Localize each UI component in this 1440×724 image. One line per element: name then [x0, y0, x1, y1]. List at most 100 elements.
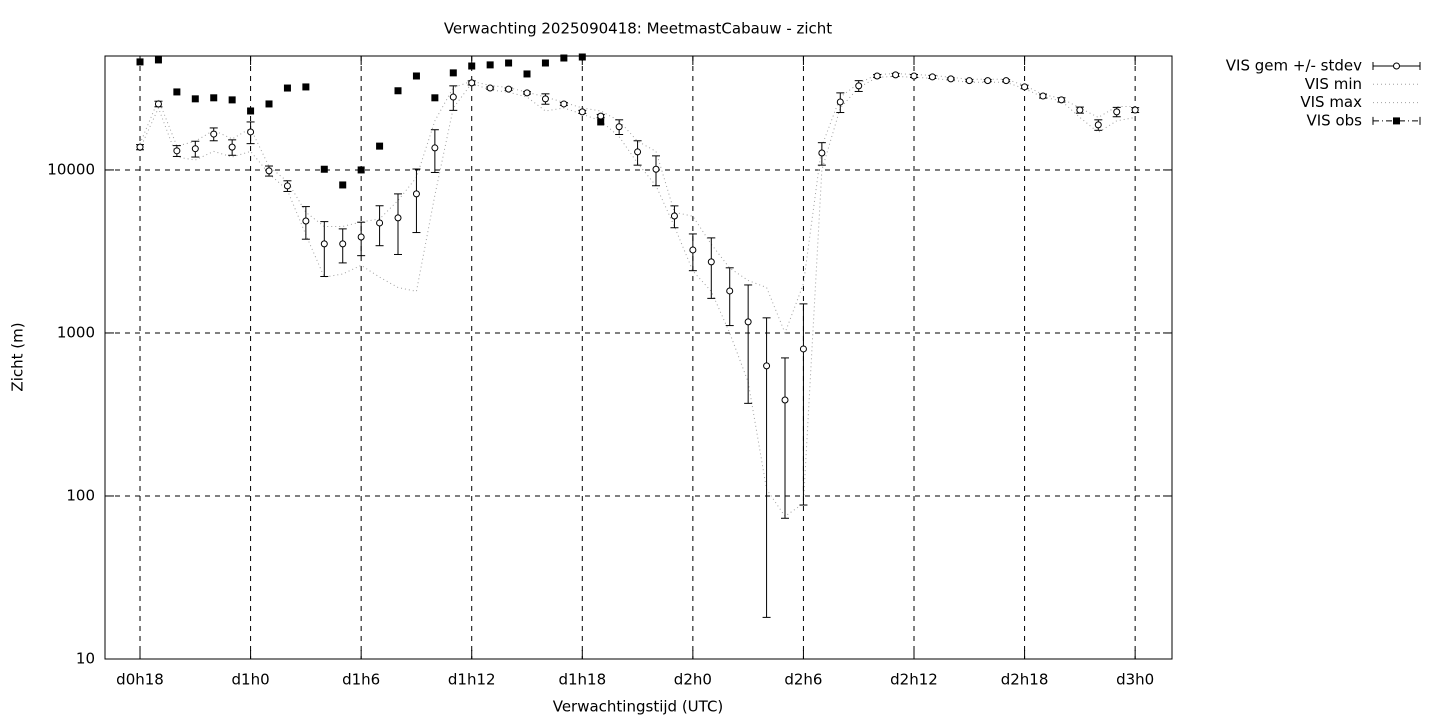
mean-point [1131, 106, 1139, 114]
mean-point [431, 144, 439, 152]
mean-point [707, 258, 715, 266]
mean-point [1113, 108, 1121, 116]
y-tick-label: 10 [76, 650, 95, 668]
mean-point [541, 95, 549, 103]
obs-point [136, 58, 144, 66]
mean-point [781, 396, 789, 404]
mean-point [634, 148, 642, 156]
mean-point [836, 98, 844, 106]
error-bar [725, 267, 734, 327]
obs-point [283, 84, 291, 92]
mean-point [228, 143, 236, 151]
mean-point [1021, 83, 1029, 91]
legend-label: VIS max [1300, 93, 1362, 111]
x-tick-label: d0h18 [116, 671, 164, 689]
obs-point [523, 70, 531, 78]
mean-point [468, 79, 476, 87]
obs-point [173, 88, 181, 96]
legend-label: VIS obs [1307, 111, 1363, 129]
mean-point [910, 72, 918, 80]
obs-point [357, 166, 365, 174]
error-bar [781, 357, 790, 519]
mean-point [412, 190, 420, 198]
obs-point [376, 142, 384, 150]
obs-point [265, 100, 273, 108]
mean-point [523, 89, 531, 97]
mean-point [947, 75, 955, 83]
mean-point [597, 112, 605, 120]
y-axis-label: Zicht (m) [9, 322, 27, 391]
obs-point [394, 87, 402, 95]
error-bar [320, 221, 329, 278]
obs-point [339, 181, 347, 189]
mean-point [984, 77, 992, 85]
x-tick-label: d1h12 [448, 671, 496, 689]
mean-point [799, 345, 807, 353]
mean-point [689, 246, 697, 254]
error-bar [394, 193, 403, 255]
obs-point [412, 72, 420, 80]
plot-frame [104, 55, 1173, 660]
y-tick-label: 1000 [57, 323, 95, 341]
mean-point [486, 84, 494, 92]
x-tick-label: d1h18 [558, 671, 606, 689]
mean-point [339, 240, 347, 248]
mean-point [247, 128, 255, 136]
mean-point [763, 362, 771, 370]
legend-label: VIS min [1305, 75, 1362, 93]
chart-title: Verwachting 2025090418: MeetmastCabauw -… [444, 20, 832, 38]
mean-point [449, 93, 457, 101]
obs-point [320, 165, 328, 173]
x-tick-label: d2h6 [784, 671, 822, 689]
mean-point [376, 219, 384, 227]
obs-point [228, 96, 236, 104]
x-tick-label: d2h18 [1001, 671, 1049, 689]
mean-point [818, 149, 826, 157]
obs-point [302, 83, 310, 91]
mean-point [505, 85, 513, 93]
mean-point [892, 71, 900, 79]
obs-point [541, 59, 549, 67]
mean-point [1057, 96, 1065, 104]
obs-point [486, 61, 494, 69]
obs-point [505, 59, 513, 67]
x-tick-label: d1h6 [342, 671, 380, 689]
mean-point [191, 145, 199, 153]
error-bar [799, 303, 808, 506]
mean-point [173, 147, 181, 155]
mean-point [744, 318, 752, 326]
obs-point [210, 94, 218, 102]
mean-point [394, 214, 402, 222]
obs-point [597, 118, 605, 126]
mean-point [265, 167, 273, 175]
mean-point [283, 182, 291, 190]
x-tick-label: d3h0 [1116, 671, 1154, 689]
x-axis-label: Verwachtingstijd (UTC) [553, 698, 724, 716]
mean-point [726, 287, 734, 295]
error-bar [707, 237, 716, 299]
legend-label: VIS gem +/- stdev [1226, 57, 1362, 75]
mean-point [578, 108, 586, 116]
obs-point [154, 56, 162, 64]
mean-point [965, 77, 973, 85]
mean-point [1039, 92, 1047, 100]
y-tick-label: 10000 [47, 160, 95, 178]
obs-point [578, 53, 586, 61]
error-bar [744, 284, 753, 404]
error-bar [412, 168, 421, 234]
legend-swatch [1393, 62, 1400, 70]
mean-point [670, 212, 678, 220]
mean-point [873, 72, 881, 80]
obs-point [431, 94, 439, 102]
x-tick-label: d2h12 [890, 671, 938, 689]
mean-point [652, 165, 660, 173]
mean-point [210, 130, 218, 138]
x-tick-label: d1h0 [232, 671, 270, 689]
obs-point [247, 107, 255, 115]
y-tick-label: 100 [66, 486, 95, 504]
mean-point [320, 240, 328, 248]
mean-point [560, 100, 568, 108]
mean-point [855, 82, 863, 90]
